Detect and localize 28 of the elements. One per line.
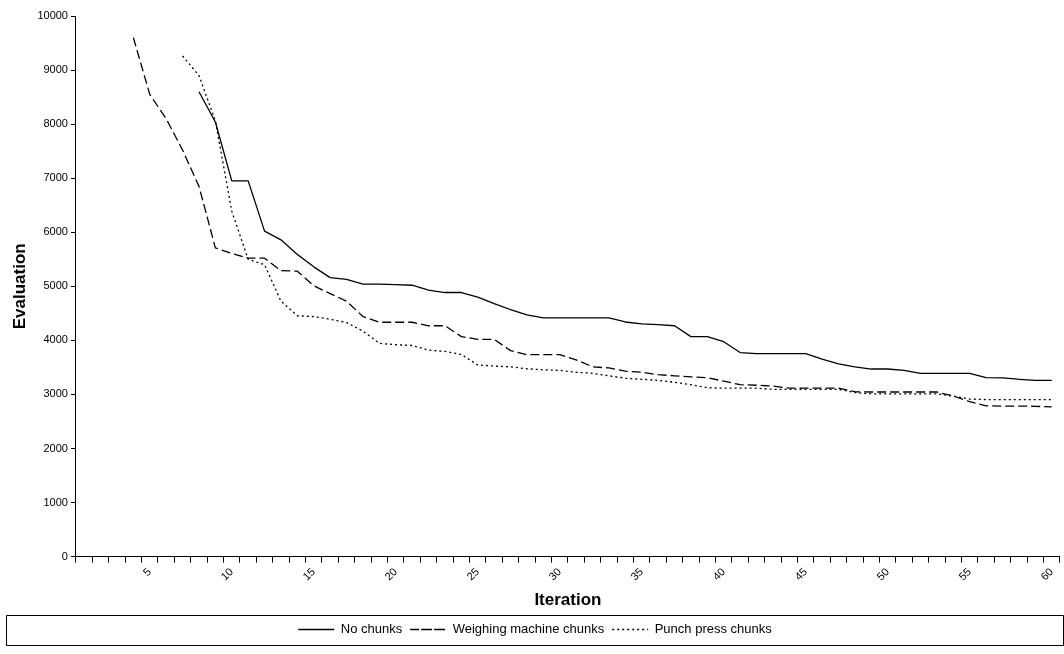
y-axis-title: Evaluation (9, 243, 29, 330)
legend-label: Weighing machine chunks (452, 621, 605, 637)
y-tick-label: 6000 (43, 225, 68, 238)
x-tick-label: 15 (300, 565, 318, 583)
x-tick-label: 40 (710, 565, 728, 583)
x-tick-label: 55 (956, 565, 974, 583)
x-tick-label: 35 (628, 565, 646, 583)
x-tick-label: 45 (792, 565, 810, 583)
y-tick-label: 1000 (43, 495, 68, 508)
y-tick-label: 10000 (37, 9, 68, 22)
x-tick-label: 50 (874, 565, 892, 583)
x-tick-label: 25 (464, 565, 482, 583)
legend-label: No chunks (340, 621, 403, 637)
y-tick-label: 5000 (43, 279, 68, 292)
y-tick-label: 8000 (43, 117, 68, 130)
x-tick-label: 30 (546, 565, 564, 583)
y-tick-label: 2000 (43, 441, 68, 454)
x-tick-label: 60 (1038, 565, 1056, 583)
x-tick-label: 10 (218, 565, 236, 583)
y-tick-label: 4000 (43, 333, 68, 346)
y-tick-label: 7000 (43, 171, 68, 184)
y-tick-label: 3000 (43, 387, 68, 400)
x-tick-label: 20 (382, 565, 400, 583)
x-axis-title: Iteration (534, 590, 602, 610)
x-tick-label: 5 (140, 565, 154, 579)
y-tick-label: 9000 (43, 63, 68, 76)
legend-label: Punch press chunks (654, 621, 773, 637)
y-tick-label: 0 (61, 549, 68, 562)
